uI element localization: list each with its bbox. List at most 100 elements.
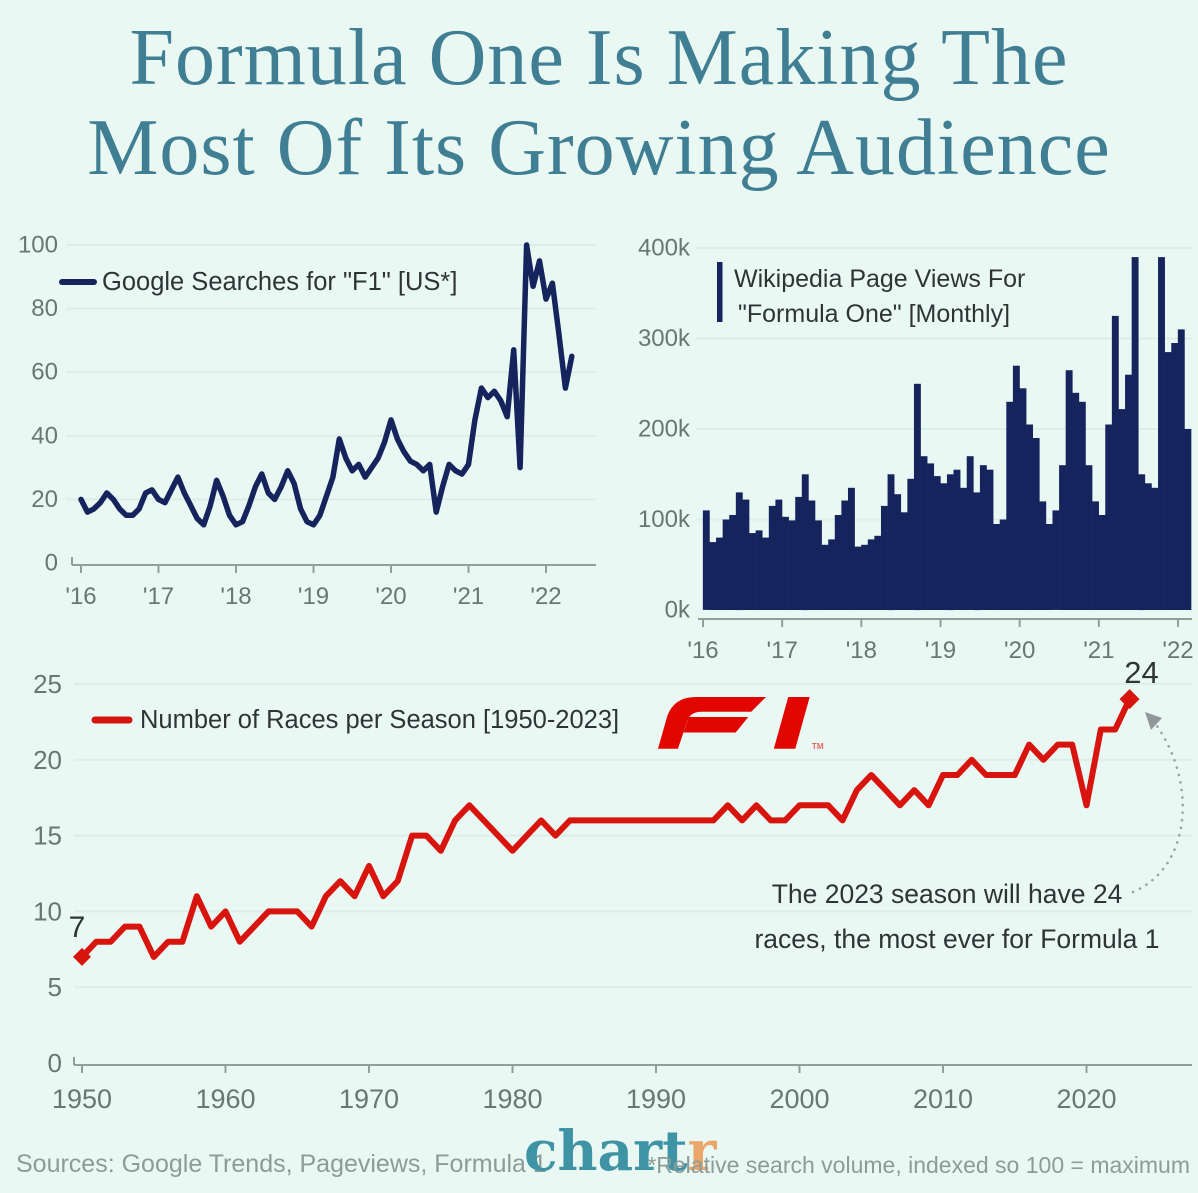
pageviews-bar <box>1125 374 1132 610</box>
first-point-marker <box>73 947 91 966</box>
x-axis-label: '21 <box>1083 637 1114 664</box>
legend-label: Google Searches for "F1" [US*] <box>102 268 457 296</box>
pageviews-bar <box>1184 429 1192 610</box>
annotation-line2: races, the most ever for Formula 1 <box>754 924 1159 954</box>
pageviews-bar <box>1111 315 1119 610</box>
pageviews-bar <box>1078 401 1086 610</box>
pageviews-bar <box>841 500 849 610</box>
y-axis-label: 0 <box>48 1048 62 1078</box>
f1-logo-f-top <box>658 697 767 749</box>
pageviews-bar <box>1039 501 1047 610</box>
pageviews-bar <box>900 512 908 610</box>
pageviews-bar <box>755 530 763 610</box>
races-line-series <box>79 696 1133 960</box>
x-axis-label: 1960 <box>195 1084 255 1114</box>
pageviews-bar <box>1158 257 1165 610</box>
x-axis-label: 2020 <box>1056 1084 1116 1114</box>
chartr-logo-r: r <box>687 1118 717 1183</box>
y-axis-label: 60 <box>31 359 58 386</box>
x-axis-label: '20 <box>1004 637 1035 664</box>
pageviews-bar <box>775 499 783 610</box>
x-axis-label: '21 <box>453 583 484 610</box>
y-axis-label: 0 <box>45 550 58 577</box>
pageviews-bar <box>966 456 974 610</box>
x-axis-label: '18 <box>846 637 877 664</box>
y-axis-label: 0k <box>665 597 691 624</box>
pageviews-bar <box>1098 515 1106 610</box>
pageviews-bar <box>1151 487 1159 610</box>
pageviews-bar <box>979 465 987 610</box>
pageviews-bar <box>907 478 915 610</box>
pageviews-bar <box>993 524 1001 610</box>
x-axis-label: '22 <box>1162 637 1193 664</box>
pageviews-bar <box>1045 524 1053 610</box>
x-axis-label: '18 <box>220 583 251 610</box>
y-axis-label: 10 <box>33 896 62 926</box>
pageviews-bar <box>1019 388 1027 610</box>
x-axis-label: 1970 <box>339 1084 399 1114</box>
y-axis-label: 300k <box>638 325 691 352</box>
title-line-2: Most Of Its Growing Audience <box>87 103 1111 192</box>
pageviews-bar <box>801 474 809 611</box>
pageviews-bar <box>768 505 776 610</box>
y-axis-label: 25 <box>33 669 62 699</box>
pageviews-bar <box>920 456 928 610</box>
pageviews-bar <box>1131 257 1139 610</box>
pageviews-bar <box>1164 352 1172 610</box>
search-volume-footnote: *Relative search volume, indexed so 100 … <box>647 1152 1190 1178</box>
last-point-label: 24 <box>1124 655 1158 690</box>
pageviews-bar <box>986 469 994 610</box>
pageviews-bar <box>1072 392 1080 610</box>
x-axis-label: '22 <box>530 583 561 610</box>
title-line-1: Formula One Is Making The <box>129 14 1069 102</box>
x-axis-label: '16 <box>687 637 718 664</box>
y-axis-label: 100 <box>18 232 58 259</box>
pageviews-bar <box>861 544 869 610</box>
pageviews-bar <box>999 519 1007 610</box>
f1-logo: TM <box>658 697 824 751</box>
pageviews-bar <box>867 539 875 610</box>
y-axis-label: 80 <box>31 295 58 322</box>
pageviews-bar <box>762 537 770 610</box>
pageviews-bar <box>709 542 717 610</box>
pageviews-bar <box>808 500 816 610</box>
x-axis-label: '19 <box>925 637 956 664</box>
pageviews-bar <box>933 476 941 610</box>
pageviews-bar <box>1177 329 1185 610</box>
pageviews-bar <box>828 539 836 610</box>
y-axis-label: 20 <box>33 745 62 775</box>
chartr-logo: chartr <box>524 1118 716 1183</box>
sources-note: Sources: Google Trends, Pageviews, Formu… <box>16 1150 547 1178</box>
pageviews-bar <box>716 537 723 610</box>
y-axis-label: 40 <box>31 422 58 449</box>
annotation-arrowhead <box>1145 712 1162 730</box>
y-axis-label: 5 <box>48 972 62 1002</box>
pageviews-bar <box>874 535 882 610</box>
pageviews-bar <box>1085 465 1093 610</box>
wikipedia-pageviews-chart: 0k 100k 200k 300k 400k '16 '17 '18 '19 '20 '21 '22 W… <box>638 235 1194 665</box>
pageviews-bar <box>960 487 968 610</box>
last-point-marker <box>1119 689 1140 710</box>
annotation-line1: The 2023 season will have 24 <box>772 879 1123 909</box>
pageviews-bar <box>894 494 902 610</box>
annotation-arrow <box>1131 724 1184 894</box>
x-axis-label: 1980 <box>482 1084 542 1114</box>
x-axis-label: '17 <box>767 637 798 664</box>
races-per-season-chart: 0 5 10 15 20 25 1950 1960 1970 1980 1990 2000 2010 20… <box>33 655 1192 1114</box>
x-axis-label: '16 <box>65 583 96 610</box>
pageviews-bar <box>834 515 842 610</box>
pageviews-bar <box>953 469 961 610</box>
pageviews-bar <box>1138 474 1146 611</box>
pageviews-bar <box>1092 501 1099 610</box>
pageviews-bar <box>1105 424 1113 610</box>
pageviews-bar <box>782 516 789 610</box>
x-axis-label: 1950 <box>52 1084 112 1114</box>
pageviews-bar <box>1059 465 1066 610</box>
f1-logo-trademark: TM <box>812 742 824 751</box>
pageviews-bar <box>702 510 710 610</box>
x-axis-label: 1990 <box>626 1084 686 1114</box>
x-axis-label: '17 <box>143 583 174 610</box>
f1-logo-f-mid <box>683 716 749 733</box>
pageviews-bar <box>788 520 796 610</box>
